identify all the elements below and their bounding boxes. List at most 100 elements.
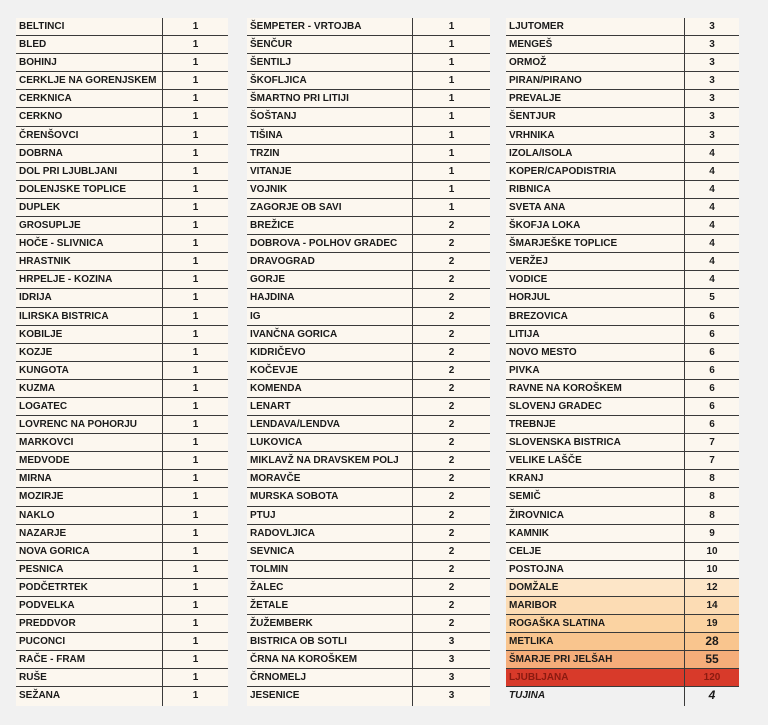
municipality-name: KAMNIK: [506, 524, 685, 542]
table-row: LOVRENC NA POHORJU 1: [16, 416, 228, 435]
table-row: DOBROVA - POLHOV GRADEC 2: [247, 235, 490, 254]
count-value: 1: [448, 147, 455, 159]
municipality-name: METLIKA: [506, 633, 685, 651]
table-row: RAČE - FRAM 1: [16, 651, 228, 670]
table-row: ZAGORJE OB SAVI 1: [247, 198, 490, 218]
table-row: ČRNOMELJ 3: [247, 669, 490, 688]
municipality-name: VELIKE LAŠČE: [506, 452, 685, 470]
municipality-name: LUKOVICA: [247, 434, 413, 452]
municipality-name: HORJUL: [506, 289, 685, 307]
municipality-name: CERKNICA: [16, 90, 163, 108]
municipality-name: MARIBOR: [506, 597, 685, 615]
municipality-name: POSTOJNA: [506, 560, 685, 578]
table-row: LOGATEC 1: [16, 397, 228, 417]
municipality-name: PTUJ: [247, 506, 413, 524]
table-row: BLED 1: [16, 36, 228, 55]
municipality-name: MOZIRJE: [16, 488, 163, 506]
table-row: SEŽANA 1: [16, 687, 228, 706]
municipality-name: IDRIJA: [16, 289, 163, 307]
count-value: 1: [448, 129, 455, 141]
count-value: 1: [192, 672, 199, 684]
table-row: GROSUPLJE 1: [16, 217, 228, 236]
count-value: 2: [448, 346, 455, 358]
table-row: ČRNA NA KOROŠKEM 3: [247, 651, 490, 670]
municipality-name: PESNICA: [16, 560, 163, 578]
count-value: 4: [709, 238, 715, 250]
municipality-name: ŠOŠTANJ: [247, 108, 413, 126]
table-row: PTUJ 2: [247, 506, 490, 525]
count-value: 1: [192, 491, 199, 503]
table-row: BISTRICA OB SOTLI 3: [247, 633, 490, 652]
table-column-3: LJUTOMER 3 MENGEŠ 3 ORMOŽ 3 PIRAN/PIRANO 3 PREVA…: [506, 18, 739, 706]
municipality-name: RIBNICA: [506, 180, 685, 198]
count-value: 6: [709, 310, 715, 322]
municipality-name: PUCONCI: [16, 633, 163, 651]
municipality-name: ČRNA NA KOROŠKEM: [247, 651, 413, 669]
count-value: 2: [448, 437, 455, 449]
count-value: 3: [448, 690, 455, 702]
municipality-name: SEMIČ: [506, 488, 685, 506]
municipality-name: DOBROVA - POLHOV GRADEC: [247, 235, 413, 253]
count-value: 8: [709, 509, 715, 521]
table-row: PODČETRTEK 1: [16, 578, 228, 597]
count-value: 2: [448, 473, 455, 485]
table-row: PREVALJE 3: [506, 90, 739, 109]
municipality-name: HRPELJE - KOZINA: [16, 271, 163, 289]
municipality-name: ROGAŠKA SLATINA: [506, 615, 685, 633]
count-value: 2: [448, 220, 455, 232]
municipality-name: DOL PRI LJUBLJANI: [16, 162, 163, 180]
municipality-name: HOČE - SLIVNICA: [16, 235, 163, 253]
count-value: 1: [448, 183, 455, 195]
count-value: 10: [706, 545, 718, 557]
table-row: KIDRIČEVO 2: [247, 343, 490, 362]
table-row: METLIKA 28: [506, 633, 739, 652]
table-row: KOČEVJE 2: [247, 361, 490, 380]
count-value: 6: [709, 400, 715, 412]
municipality-name: ZAGORJE OB SAVI: [247, 198, 413, 217]
municipality-name: TRZIN: [247, 144, 413, 162]
count-value: 3: [709, 129, 715, 141]
table-row: HRASTNIK 1: [16, 253, 228, 272]
table-row: ČRENŠOVCI 1: [16, 126, 228, 145]
municipality-name: ŽIROVNICA: [506, 506, 685, 524]
count-value: 1: [448, 39, 455, 51]
table-row: BOHINJ 1: [16, 54, 228, 73]
count-value: 1: [192, 256, 199, 268]
table-row: IG 2: [247, 307, 490, 326]
municipality-name: ŠENTILJ: [247, 54, 413, 72]
municipality-name: DRAVOGRAD: [247, 253, 413, 271]
municipality-name: ŠMARTNO PRI LITIJI: [247, 90, 413, 108]
municipality-name: BLED: [16, 36, 163, 54]
table-row: ŽUŽEMBERK 2: [247, 615, 490, 634]
count-value: 2: [448, 419, 455, 431]
count-value: 2: [448, 600, 455, 611]
municipality-name: RAVNE NA KOROŠKEM: [506, 379, 685, 397]
table-row: ŠMARJEŠKE TOPLICE 4: [506, 235, 739, 254]
count-value: 2: [448, 527, 455, 539]
count-value: 1: [192, 129, 199, 141]
municipality-name: IVANČNA GORICA: [247, 325, 413, 343]
count-value: 2: [448, 292, 455, 304]
table-row: NAZARJE 1: [16, 524, 228, 543]
count-value: 1: [448, 75, 455, 87]
count-value: 1: [192, 419, 199, 431]
table-row: RAVNE NA KOROŠKEM 6: [506, 379, 739, 398]
municipality-name: ŠENTJUR: [506, 108, 685, 126]
table-row: KOPER/CAPODISTRIA 4: [506, 162, 739, 181]
count-value: 1: [192, 93, 199, 105]
table-row: PESNICA 1: [16, 560, 228, 579]
table-row: MEDVODE 1: [16, 452, 228, 471]
municipality-name: MENGEŠ: [506, 36, 685, 54]
table-row: BREZOVICA 6: [506, 307, 739, 326]
table-row: NOVA GORICA 1: [16, 542, 228, 561]
municipality-name: VERŽEJ: [506, 253, 685, 271]
count-value: 9: [709, 527, 715, 539]
table-row: TIŠINA 1: [247, 126, 490, 145]
count-value: 3: [709, 39, 715, 51]
table-row: TREBNJE 6: [506, 416, 739, 435]
municipality-name: PODVELKA: [16, 597, 163, 615]
count-value: 1: [192, 437, 199, 449]
count-value: 2: [448, 563, 455, 575]
municipality-name: IG: [247, 307, 413, 325]
table-row: RADOVLJICA 2: [247, 524, 490, 543]
